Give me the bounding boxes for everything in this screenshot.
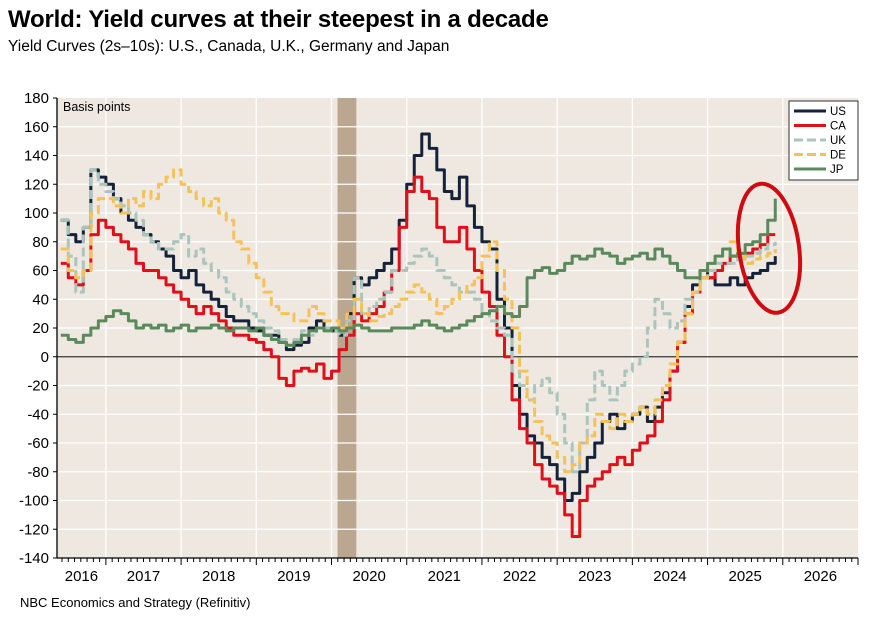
y-tick-label: -140 — [19, 550, 49, 567]
y-tick-label: 0 — [41, 349, 49, 366]
chart-title: World: Yield curves at their steepest in… — [8, 6, 549, 33]
y-tick-label: -100 — [19, 493, 49, 510]
legend-label-jp: JP — [830, 164, 844, 176]
y-tick-label: -120 — [19, 521, 49, 538]
series-line-ca — [60, 175, 776, 538]
y-unit-label: Basis points — [63, 100, 130, 114]
x-tick-label: 2018 — [202, 568, 235, 585]
y-tick-label: 160 — [24, 119, 49, 136]
legend: US CA UK DE JP — [788, 100, 859, 181]
y-tick-label: 60 — [32, 263, 49, 280]
y-tick-label: -20 — [27, 378, 49, 395]
y-tick-label: 100 — [24, 205, 49, 222]
x-tick-label: 2025 — [728, 568, 761, 585]
y-tick-label: 120 — [24, 176, 49, 193]
axes: 180 160 140 120 100 80 60 40 20 0 -20 -40 -60 -80 -100… — [19, 90, 859, 585]
source-note: NBC Economics and Strategy (Refinitiv) — [20, 595, 251, 610]
series-lines — [60, 132, 777, 538]
y-tick-label: 80 — [32, 234, 49, 251]
legend-label-uk: UK — [830, 135, 846, 147]
x-tick-label: 2020 — [352, 568, 385, 585]
legend-label-us: US — [830, 106, 846, 118]
y-tick-label: 140 — [24, 148, 49, 165]
legend-label-de: DE — [830, 150, 846, 162]
series-line-de — [60, 168, 777, 474]
x-tick-label: 2022 — [503, 568, 536, 585]
series-line-jp — [60, 198, 777, 347]
chart-subtitle: Yield Curves (2s–10s): U.S., Canada, U.K… — [8, 38, 450, 55]
series-line-uk — [60, 168, 777, 474]
x-tick-label: 2024 — [653, 568, 686, 585]
x-tick-label: 2017 — [127, 568, 160, 585]
highlight-ellipse — [735, 181, 803, 315]
y-tick-label: 180 — [24, 90, 49, 107]
x-tick-label: 2021 — [428, 568, 461, 585]
x-tick-label: 2019 — [277, 568, 310, 585]
y-tick-label: -80 — [27, 464, 49, 481]
y-tick-label: -40 — [27, 406, 49, 423]
x-tick-label: 2016 — [65, 568, 98, 585]
x-tick-label: 2023 — [578, 568, 611, 585]
y-tick-label: 40 — [32, 291, 49, 308]
x-tick-label: 2026 — [804, 568, 837, 585]
legend-label-ca: CA — [830, 121, 846, 133]
y-tick-label: 20 — [32, 320, 49, 337]
y-tick-label: -60 — [27, 435, 49, 452]
